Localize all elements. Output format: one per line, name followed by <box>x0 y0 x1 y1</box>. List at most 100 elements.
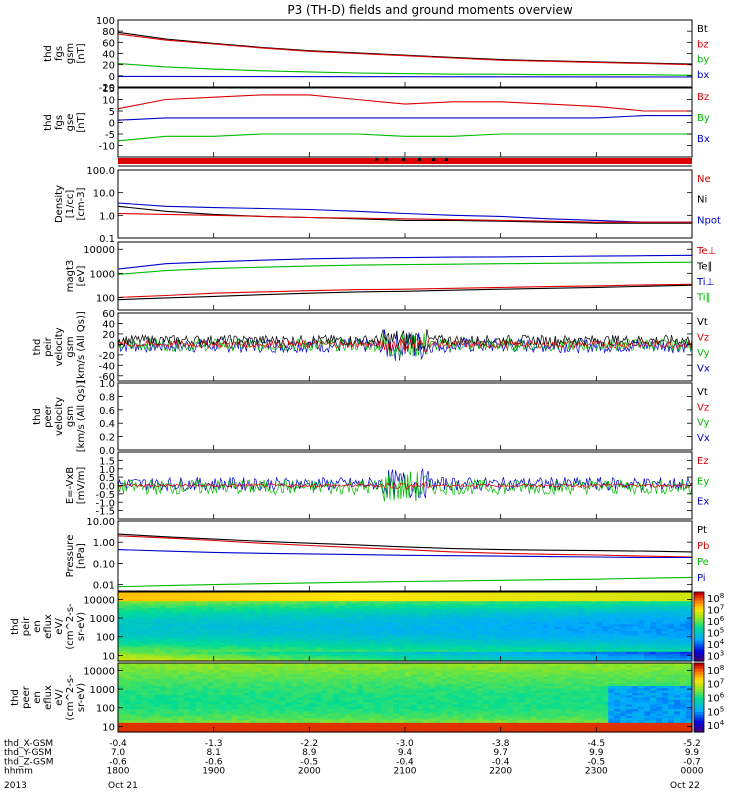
heatmap-cell <box>405 633 412 637</box>
heatmap-cell <box>249 638 257 641</box>
heatmap-cell <box>231 715 239 719</box>
heatmap-cell <box>470 654 478 657</box>
heatmap-cell <box>602 610 609 614</box>
heatmap-cell <box>147 709 155 712</box>
heatmap-cell <box>183 667 191 671</box>
heatmap-cell <box>351 720 358 724</box>
heatmap-cell <box>572 635 579 639</box>
heatmap-cell <box>189 713 197 717</box>
heatmap-cell <box>171 718 179 722</box>
heatmap-cell <box>183 681 191 685</box>
heatmap-cell <box>458 695 466 699</box>
heatmap-cell <box>345 651 352 655</box>
heatmap-cell <box>315 608 322 611</box>
heatmap-cell <box>602 656 609 660</box>
heatmap-cell <box>303 651 310 655</box>
heatmap-cell <box>542 635 550 639</box>
heatmap-cell <box>183 727 191 731</box>
heatmap-cell <box>411 697 418 701</box>
heatmap-cell <box>680 605 687 609</box>
heatmap-cell <box>201 654 209 657</box>
heatmap-cell <box>291 679 298 682</box>
heatmap-cell <box>141 702 149 705</box>
heatmap-cell <box>153 709 161 712</box>
series-line-npot <box>117 202 692 223</box>
heatmap-cell <box>428 674 436 678</box>
heatmap-cell <box>554 631 562 634</box>
heatmap-cell <box>399 649 406 653</box>
heatmap-cell <box>488 603 496 607</box>
heatmap-cell <box>446 610 454 614</box>
heatmap-cell <box>135 725 143 728</box>
heatmap-cell <box>452 610 460 614</box>
heatmap-cell <box>470 663 478 666</box>
heatmap-cell <box>118 686 125 689</box>
heatmap-cell <box>273 656 281 660</box>
heatmap-cell <box>381 656 388 660</box>
heatmap-cell <box>369 640 376 644</box>
heatmap-cell <box>333 720 340 724</box>
heatmap-cell <box>626 647 633 651</box>
heatmap-cell <box>309 594 316 598</box>
heatmap-cell <box>542 594 550 598</box>
heatmap-cell <box>494 612 502 616</box>
heatmap-cell <box>285 683 292 687</box>
heatmap-cell <box>315 686 322 689</box>
heatmap-cell <box>237 690 245 694</box>
heatmap-cell <box>578 612 585 616</box>
heatmap-cell <box>327 702 334 705</box>
heatmap-cell <box>339 624 346 628</box>
heatmap-cell <box>668 644 675 648</box>
heatmap-cell <box>339 656 346 660</box>
heatmap-cell <box>375 640 382 644</box>
heatmap-cell <box>171 654 179 657</box>
heatmap-cell <box>393 672 400 676</box>
heatmap-cell <box>309 642 316 646</box>
heatmap-cell <box>464 679 472 682</box>
heatmap-cell <box>213 725 221 728</box>
heatmap-cell <box>411 644 418 648</box>
heatmap-cell <box>428 619 436 623</box>
heatmap-cell <box>237 638 245 641</box>
heatmap-cell <box>219 663 227 666</box>
heatmap-cell <box>375 628 382 632</box>
heatmap-cell <box>171 642 179 646</box>
heatmap-cell <box>171 612 179 616</box>
heatmap-cell <box>566 612 573 616</box>
heatmap-cell <box>147 621 155 625</box>
heatmap-cell <box>393 644 400 648</box>
heatmap-cell <box>476 601 484 605</box>
heatmap-cell <box>255 697 263 701</box>
heatmap-cell <box>291 642 298 646</box>
heatmap-cell <box>153 592 161 595</box>
heatmap-cell <box>147 651 155 655</box>
heatmap-cell <box>315 642 322 646</box>
heatmap-cell <box>237 633 245 637</box>
heatmap-cell <box>446 598 454 602</box>
heatmap-cell <box>656 654 663 657</box>
heatmap-cell <box>267 667 275 671</box>
heatmap-cell <box>446 663 454 666</box>
heatmap-cell <box>135 605 143 609</box>
heatmap-cell <box>297 709 304 712</box>
heatmap-cell <box>135 628 143 632</box>
heatmap-cell <box>339 596 346 600</box>
heatmap-cell <box>159 704 167 708</box>
heatmap-cell <box>387 654 394 657</box>
heatmap-cell <box>536 617 544 621</box>
heatmap-cell <box>141 663 149 666</box>
heatmap-cell <box>656 649 663 653</box>
heatmap-cell <box>171 674 179 678</box>
heatmap-cell <box>428 665 436 669</box>
heatmap-cell <box>333 626 340 630</box>
heatmap-cell <box>357 592 364 595</box>
heatmap-cell <box>141 667 149 671</box>
heatmap-cell <box>339 615 346 618</box>
heatmap-cell <box>608 638 615 641</box>
heatmap-cell <box>417 649 424 653</box>
heatmap-cell <box>309 679 316 682</box>
heatmap-cell <box>476 605 484 609</box>
heatmap-cell <box>668 624 675 628</box>
heatmap-cell <box>321 640 328 644</box>
heatmap-cell <box>584 615 591 618</box>
